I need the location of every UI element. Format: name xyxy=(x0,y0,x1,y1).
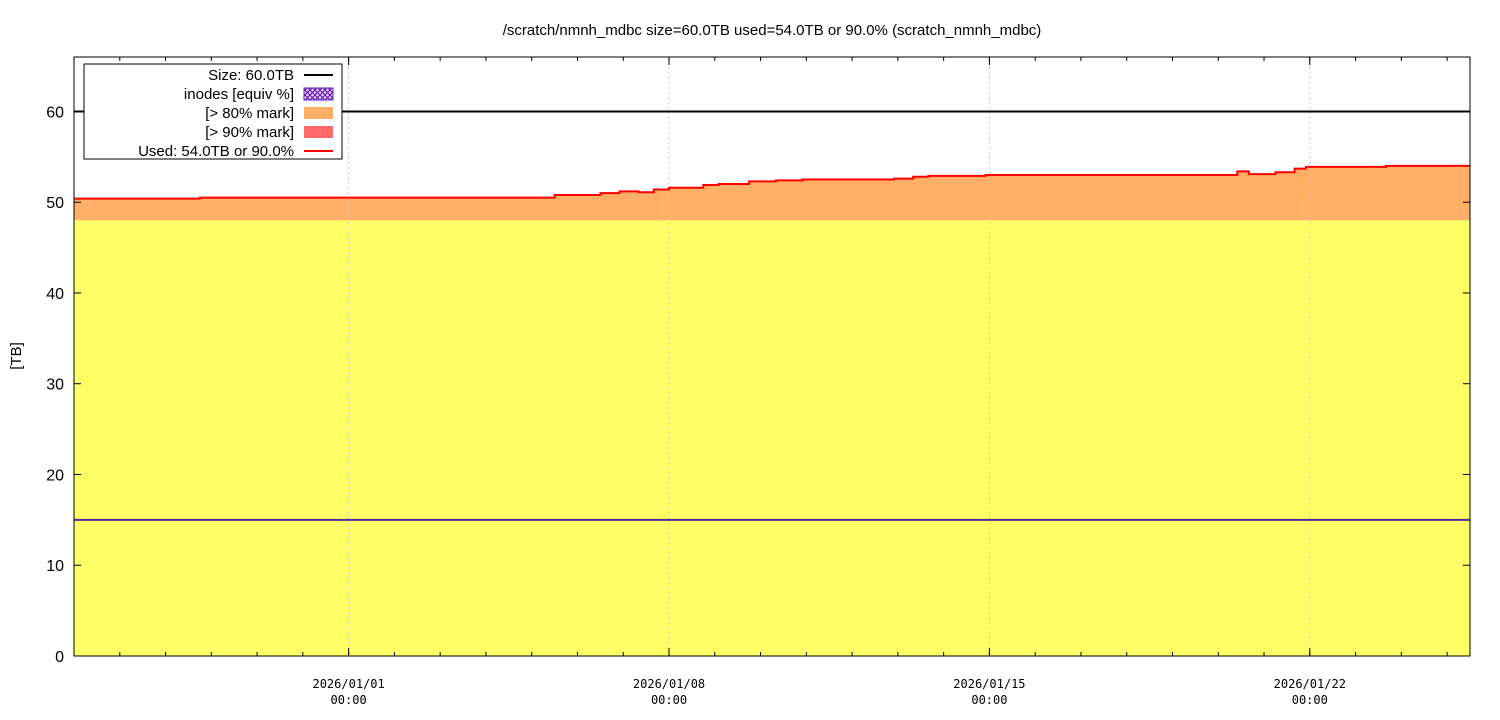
legend-hatch-swatch xyxy=(303,87,334,101)
y-tick-label: 30 xyxy=(46,377,64,394)
x-tick-label-time: 00:00 xyxy=(651,693,687,707)
x-tick-label-date: 2026/01/22 xyxy=(1274,677,1346,691)
y-tick-label: 60 xyxy=(46,104,64,121)
legend-box xyxy=(83,63,343,160)
x-tick-label-date: 2026/01/01 xyxy=(312,677,384,691)
legend-fill-swatch xyxy=(304,107,333,119)
y-tick-labels: 0 10 20 30 40 50 60 xyxy=(46,104,64,666)
plot-fills xyxy=(74,165,1470,656)
legend-label: Used: 54.0TB or 90.0% xyxy=(138,143,294,160)
used-line xyxy=(74,164,1470,200)
x-tick-label-time: 00:00 xyxy=(1292,693,1328,707)
above-80-fill xyxy=(74,165,1470,221)
legend: Size: 60.0TB inodes [equiv %] [> 80% mark]… xyxy=(83,63,343,160)
x-tick-labels: 2026/01/01 00:00 2026/01/08 00:00 2026/01/15… xyxy=(312,677,1345,707)
y-tick-label: 40 xyxy=(46,286,64,303)
x-tick-label-date: 2026/01/08 xyxy=(633,677,705,691)
y-axis-label: [TB] xyxy=(8,342,25,370)
axis-ticks xyxy=(74,57,1470,657)
plot-frame xyxy=(73,56,1471,657)
legend-fill-swatch xyxy=(304,126,333,138)
legend-label: [> 80% mark] xyxy=(205,105,294,122)
legend-label: inodes [equiv %] xyxy=(184,86,294,103)
y-tick-label: 20 xyxy=(46,467,64,484)
legend-label: [> 90% mark] xyxy=(205,124,294,141)
x-tick-label-time: 00:00 xyxy=(971,693,1007,707)
below-80-fill xyxy=(74,220,1470,656)
y-tick-label: 0 xyxy=(55,649,64,666)
y-tick-label: 10 xyxy=(46,558,64,575)
x-tick-label-time: 00:00 xyxy=(331,693,367,707)
y-tick-label: 50 xyxy=(46,195,64,212)
x-tick-label-date: 2026/01/15 xyxy=(953,677,1025,691)
chart-title: /scratch/nmnh_mdbc size=60.0TB used=54.0… xyxy=(503,22,1042,39)
legend-label: Size: 60.0TB xyxy=(208,67,294,84)
